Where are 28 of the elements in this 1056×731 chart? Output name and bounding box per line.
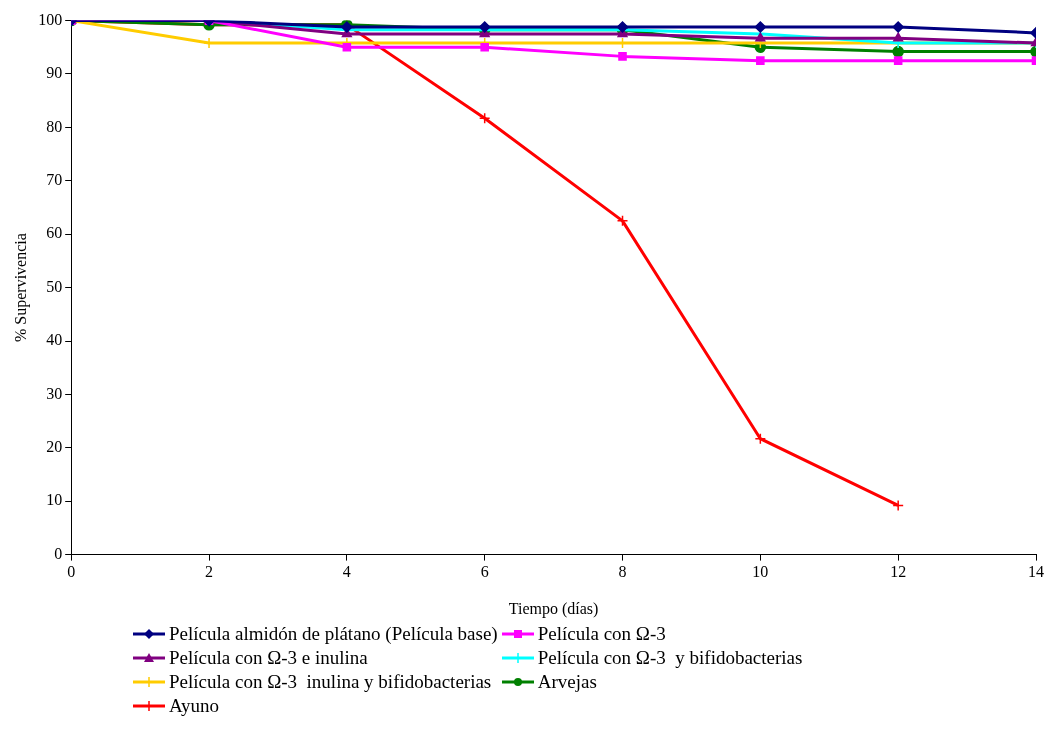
x-tick-label: 2 [205, 563, 214, 581]
x-axis-title: Tiempo (días) [508, 599, 599, 618]
y-tick-label: 40 [46, 331, 63, 349]
x-tick-label: 4 [342, 563, 351, 581]
x-tick-label: 6 [480, 563, 489, 581]
y-axis-title: % Supervivencia [11, 233, 30, 343]
x-tick-label: 10 [752, 563, 769, 581]
legend-label: Arvejas [537, 671, 597, 693]
legend-label: Película con Ω-3 e inulina [169, 647, 368, 669]
y-tick-label: 60 [46, 224, 63, 242]
y-tick-label: 100 [38, 10, 63, 28]
y-tick-label: 90 [46, 64, 63, 82]
legend-label: Película con Ω-3 [537, 623, 666, 645]
y-tick-label: 80 [46, 117, 63, 135]
y-tick-label: 20 [46, 438, 63, 455]
x-tick-label: 0 [67, 563, 76, 581]
x-tick-label: 8 [618, 563, 627, 581]
y-tick-label: 50 [46, 277, 63, 295]
x-tick-label: 14 [1028, 563, 1044, 581]
legend-label: Película con Ω-3 inulina y bifidobacterias [169, 671, 492, 693]
y-tick-label: 0 [54, 544, 63, 562]
y-tick-label: 70 [46, 171, 63, 188]
legend-label: Ayuno [169, 695, 219, 717]
y-tick-label: 30 [46, 384, 63, 402]
legend-label: Película con Ω-3 y bifidobacterias [537, 647, 803, 669]
x-tick-label: 12 [890, 563, 907, 581]
legend-label: Película almidón de plátano (Película base) [169, 623, 498, 645]
y-tick-label: 10 [46, 491, 63, 509]
